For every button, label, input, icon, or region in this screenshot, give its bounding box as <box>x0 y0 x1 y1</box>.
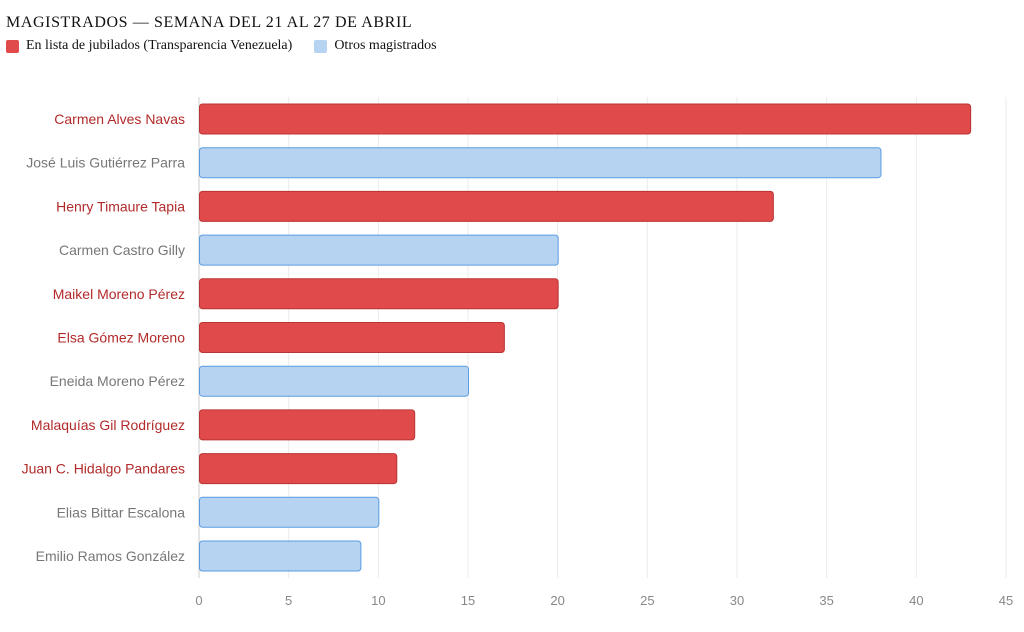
legend-item-jubilado: En lista de jubilados (Transparencia Ven… <box>6 38 292 54</box>
legend-swatch-otro <box>314 39 328 53</box>
y-category-label: Eneida Moreno Pérez <box>50 373 185 389</box>
bar <box>199 496 380 528</box>
x-tick-label: 20 <box>550 593 564 608</box>
y-category-label: Henry Timaure Tapia <box>56 198 185 214</box>
bar <box>199 147 882 179</box>
y-category-label: Malaquías Gil Rodríguez <box>31 417 185 433</box>
y-category-label: José Luis Gutiérrez Parra <box>26 155 185 171</box>
y-category-label: Elsa Gómez Moreno <box>57 330 185 346</box>
bar <box>199 409 416 441</box>
x-tick-label: 10 <box>371 593 385 608</box>
x-tick-label: 40 <box>909 593 923 608</box>
legend: En lista de jubilados (Transparencia Ven… <box>6 38 459 54</box>
x-tick-label: 25 <box>640 593 654 608</box>
y-category-label: Carmen Alves Navas <box>54 111 185 127</box>
bar <box>199 540 362 572</box>
bar <box>199 103 972 135</box>
bar <box>199 278 559 310</box>
chart-title: MAGISTRADOS — SEMANA DEL 21 AL 27 DE ABR… <box>6 14 413 31</box>
x-tick-label: 5 <box>285 593 292 608</box>
legend-label-otro: Otros magistrados <box>334 38 437 53</box>
x-tick-label: 35 <box>819 593 833 608</box>
x-tick-label: 45 <box>999 593 1013 608</box>
x-tick-label: 30 <box>730 593 744 608</box>
legend-swatch-jubilado <box>6 39 19 53</box>
legend-label-jubilado: En lista de jubilados (Transparencia Ven… <box>26 38 293 53</box>
bar <box>199 322 505 353</box>
y-category-label: Carmen Castro Gilly <box>59 242 185 258</box>
legend-item-otro: Otros magistrados <box>314 38 437 54</box>
bar <box>199 234 559 266</box>
bar <box>199 190 774 222</box>
y-category-label: Elias Bittar Escalona <box>57 504 186 520</box>
x-tick-label: 15 <box>461 593 475 608</box>
bar <box>199 453 398 485</box>
y-category-label: Maikel Moreno Pérez <box>53 286 185 302</box>
y-category-label: Emilio Ramos González <box>36 548 185 564</box>
bar <box>199 365 469 397</box>
x-tick-label: 0 <box>195 593 202 608</box>
y-category-label: Juan C. Hidalgo Pandares <box>22 461 185 477</box>
